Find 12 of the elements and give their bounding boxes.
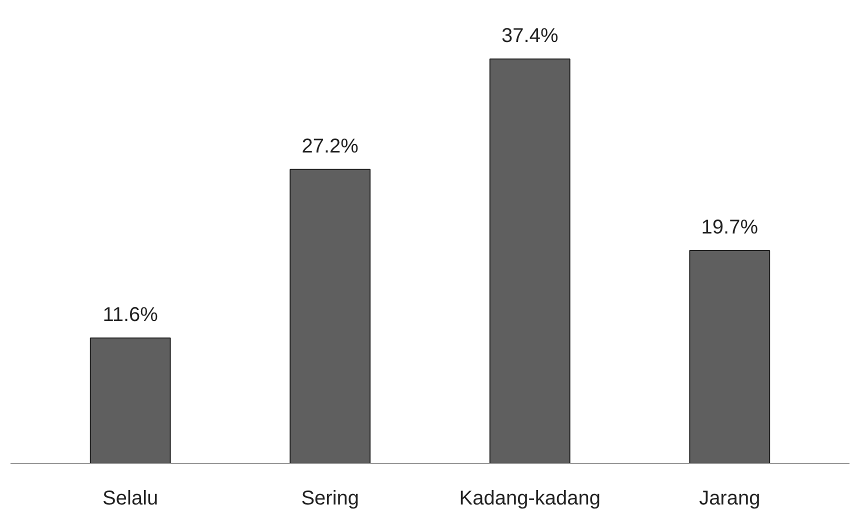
bar [689, 250, 770, 464]
bar [90, 338, 171, 464]
x-tick-label: Selalu [102, 488, 158, 510]
data-label: 11.6% [102, 304, 158, 326]
data-label: 19.7% [701, 216, 758, 238]
x-tick-label: Kadang-kadang [459, 488, 600, 510]
bar [489, 58, 570, 464]
data-label: 27.2% [302, 135, 359, 158]
x-tick-label: Jarang [699, 488, 760, 510]
x-tick-label: Sering [301, 488, 360, 510]
data-label: 37.4% [502, 25, 558, 48]
bar [290, 168, 371, 464]
